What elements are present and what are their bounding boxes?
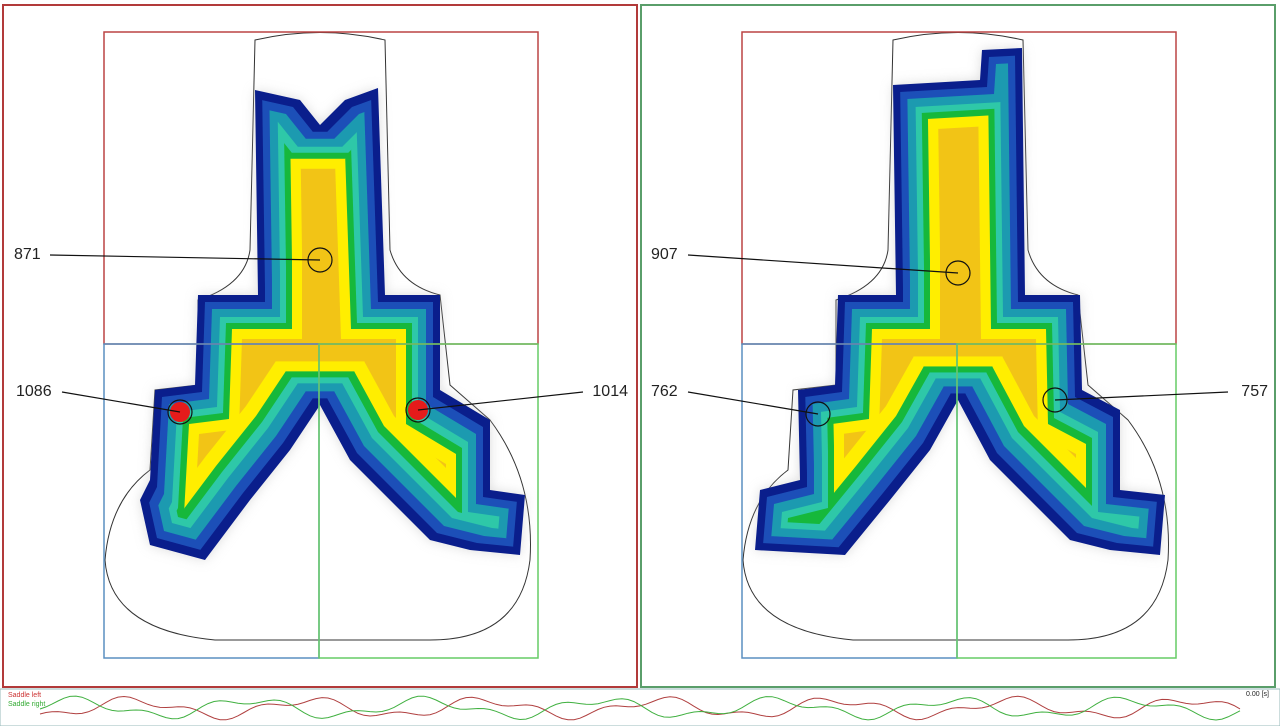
leader-line <box>49 254 321 261</box>
leader-line <box>61 391 181 413</box>
leader-line <box>687 254 959 274</box>
peak-value: 907 <box>651 246 678 263</box>
peak-marker <box>1042 387 1068 413</box>
leader-line <box>687 391 819 415</box>
leader-line <box>1054 391 1229 401</box>
peak-marker <box>405 397 431 423</box>
legend-left: Saddle left <box>8 692 41 699</box>
wave <box>39 695 1241 721</box>
saddle-outline <box>104 32 531 641</box>
heat-layer <box>755 48 1165 555</box>
zone-right <box>318 343 539 659</box>
zone-right <box>956 343 1177 659</box>
pressure-panel: 871 1086 1014 <box>2 4 638 688</box>
timeline <box>0 688 1280 726</box>
peak-value: 1014 <box>592 383 628 400</box>
panels: 871 1086 1014 907 762 757 <box>2 4 1276 688</box>
peak-marker <box>945 260 971 286</box>
peak-value: 757 <box>1241 383 1268 400</box>
wave <box>39 695 1241 721</box>
peak-value: 871 <box>14 246 41 263</box>
time: 0.00 [s] <box>1246 691 1269 698</box>
peak-value: 1086 <box>16 383 52 400</box>
heat-layer <box>140 88 525 560</box>
legend-right: Saddle right <box>8 701 45 708</box>
peak-marker <box>805 401 831 427</box>
peak-value: 762 <box>651 383 678 400</box>
peak-marker <box>167 399 193 425</box>
pressure-panel: 907 762 757 <box>640 4 1276 688</box>
saddle-outline <box>742 32 1169 641</box>
leader-line <box>417 391 584 411</box>
peak-marker <box>307 247 333 273</box>
timeline-waves <box>39 695 1241 721</box>
